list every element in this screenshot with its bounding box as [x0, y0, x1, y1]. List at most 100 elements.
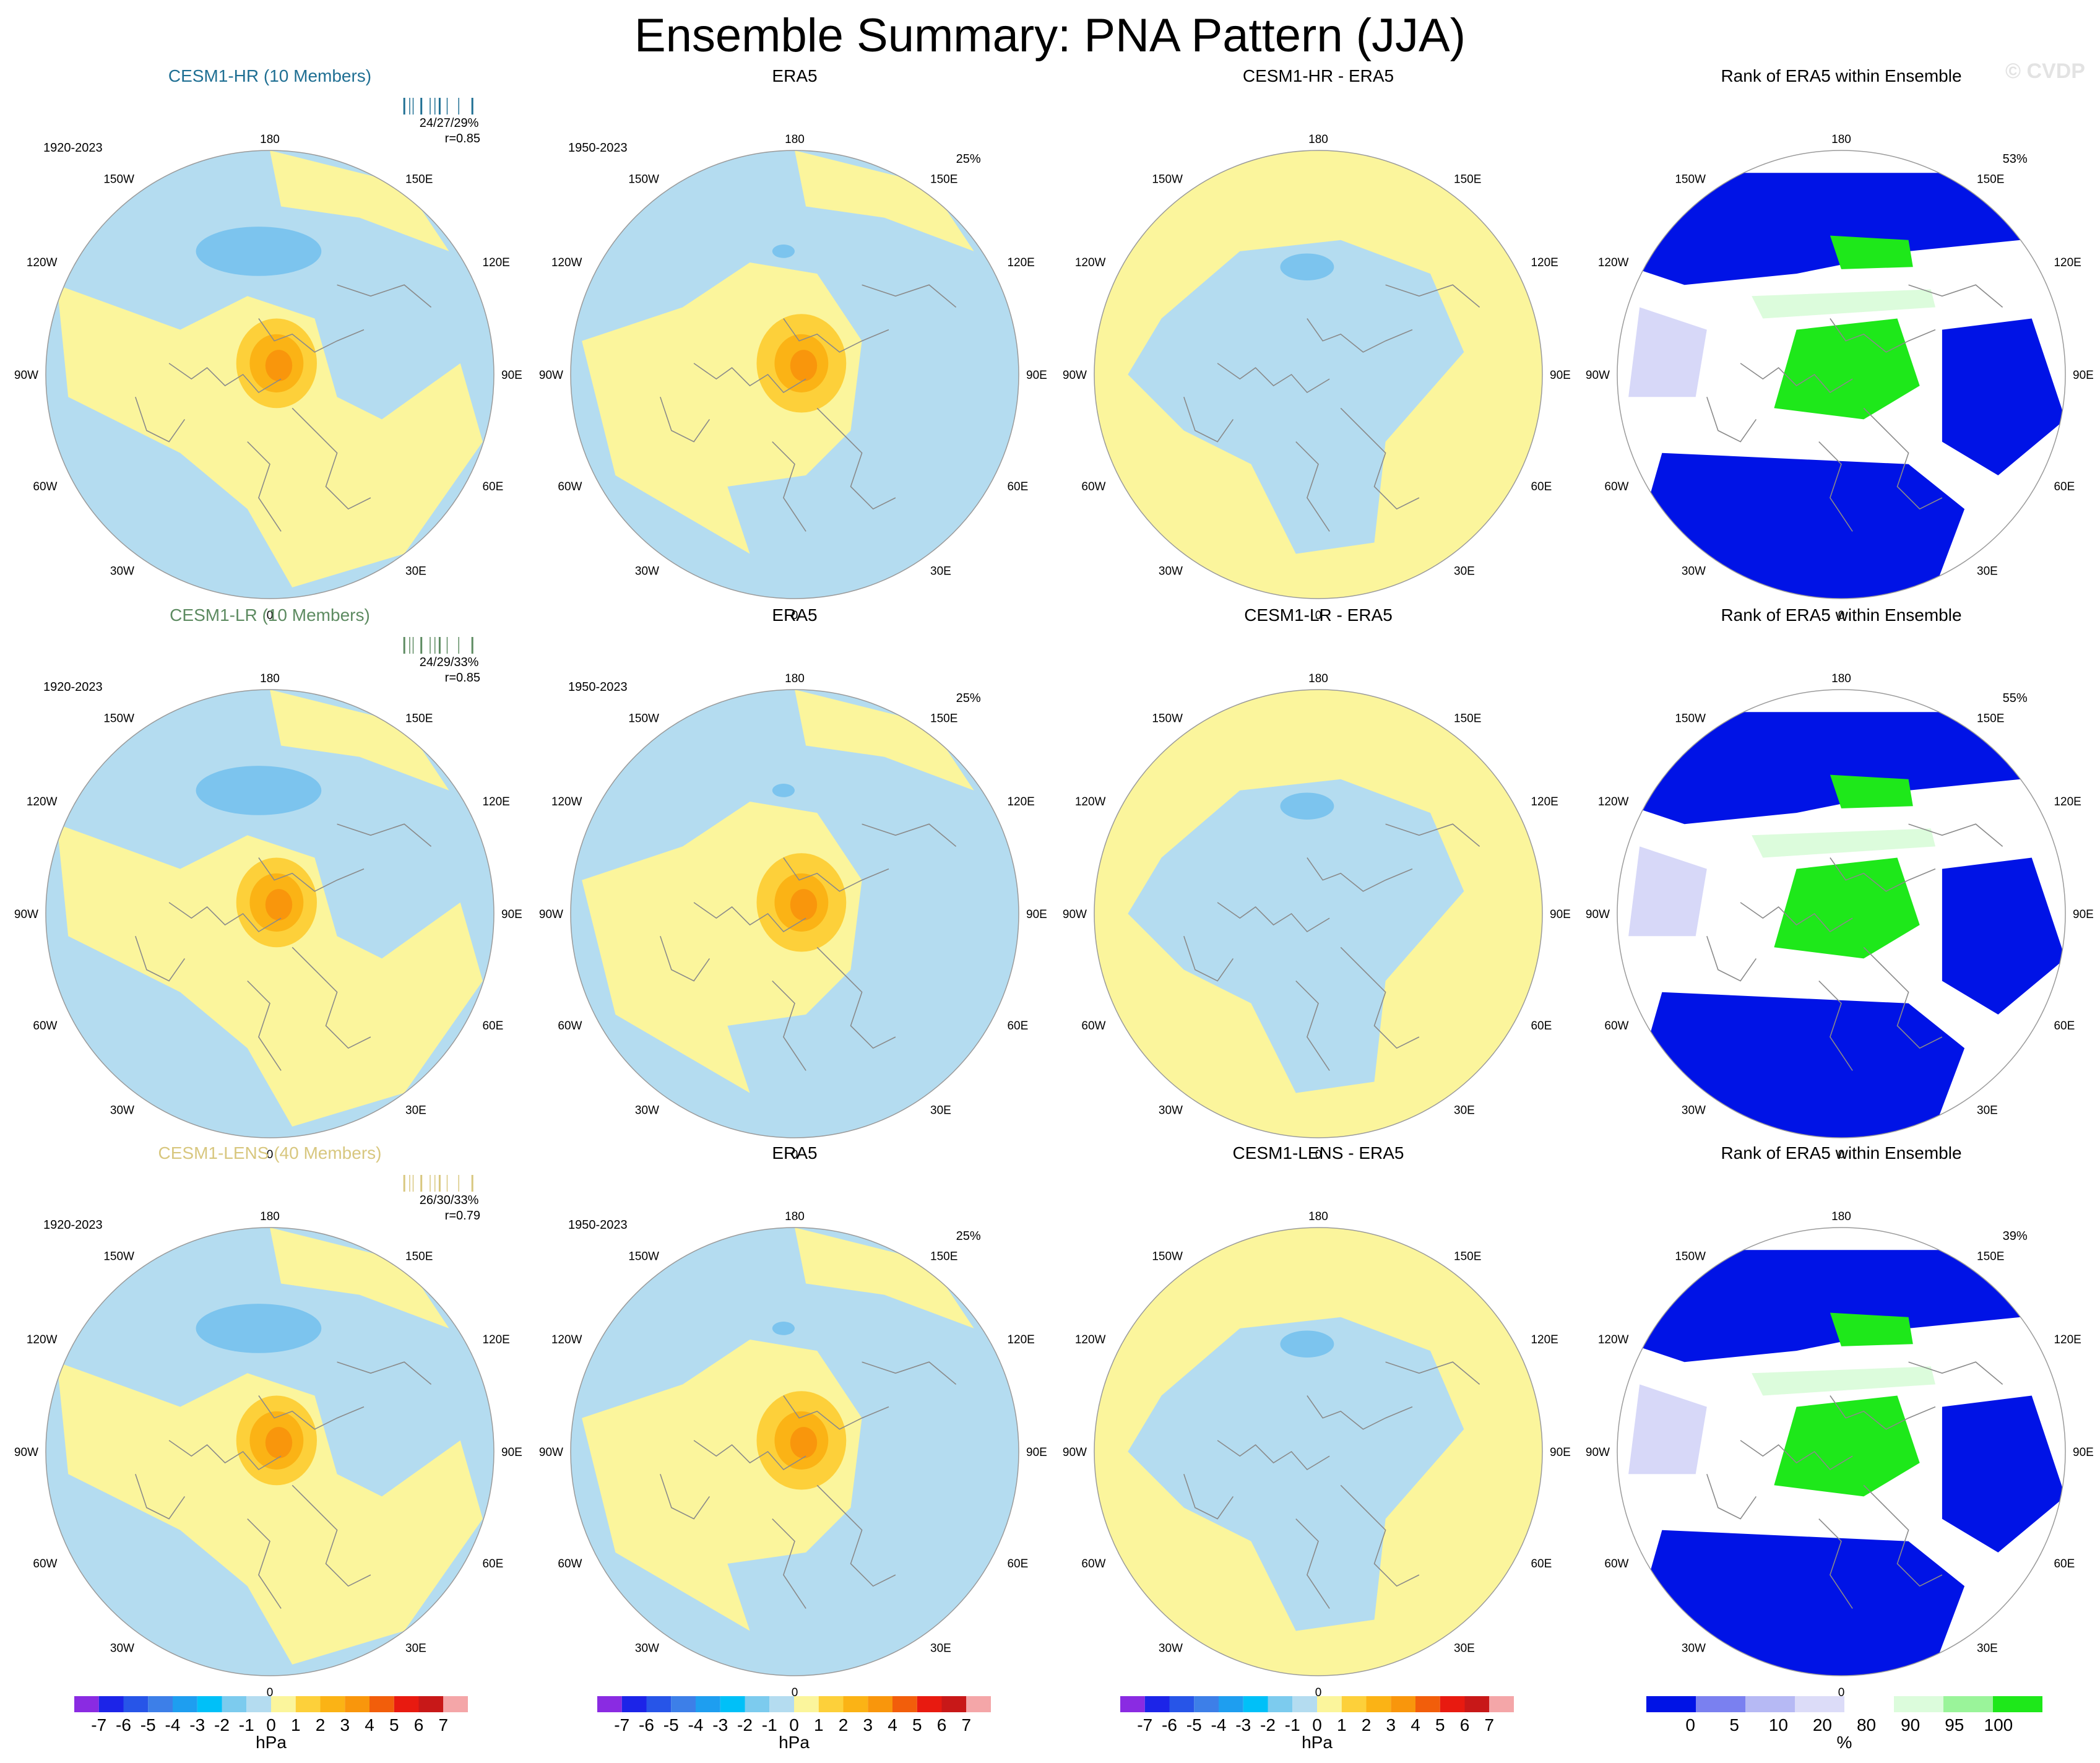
coastline [1908, 823, 2003, 847]
lon-label-lower-right: 30E [930, 1642, 951, 1655]
map-panel-rank-3: 180 0 150W 150E 120W 120E 90W 90E 60W 60E 30W 30E Ra… [1586, 1143, 2094, 1699]
lon-label-left: 90W [1063, 369, 1087, 382]
colorbar-swatch [345, 1696, 369, 1712]
colorbar-3: -7 -6 -5 -4 -3 -2 -1 0 1 2 3 4 5 6 7 hPa [1120, 1696, 1514, 1752]
negative-region [1128, 779, 1464, 1093]
coastline [247, 441, 282, 532]
lon-label-lower-left: 30W [635, 565, 659, 578]
coastline [1706, 396, 1757, 443]
colorbar-swatch [696, 1696, 720, 1712]
lon-label-right-upper: 120E [482, 256, 509, 269]
field-layer [1617, 150, 2065, 599]
lon-label-lower-right: 30E [405, 1104, 426, 1117]
colorbar-swatch [621, 1696, 647, 1712]
pct-stats: 26/30/33% [420, 1193, 479, 1207]
lon-label-lower-right: 30E [1454, 565, 1475, 578]
map-border [1094, 689, 1543, 1138]
coastline [1340, 1484, 1420, 1587]
rank-high-region [1830, 1312, 1913, 1346]
lon-label-left-upper: 120W [551, 256, 582, 269]
colorbar-tick-label: 4 [1411, 1715, 1420, 1735]
model-title: CESM1-LR (10 Members) [170, 605, 370, 625]
lon-label-left: 90W [539, 908, 563, 921]
coastline [1307, 857, 1413, 892]
rank-upper-region [1752, 828, 1935, 858]
diff-title: CESM1-LENS - ERA5 [1233, 1143, 1404, 1163]
lon-label-right-lower: 60E [2054, 480, 2075, 493]
lon-label-upper-right: 150E [930, 1250, 957, 1263]
colorbar-swatch [1317, 1696, 1342, 1712]
colorbar-swatch [1993, 1696, 2042, 1712]
lon-label-right: 90E [2073, 1446, 2094, 1459]
coastline [1706, 1473, 1757, 1520]
lon-label-top: 180 [260, 1210, 280, 1223]
coastline [1908, 284, 2003, 308]
coastline [1217, 363, 1330, 394]
lon-label-top: 180 [260, 672, 280, 685]
lon-label-left-upper: 120W [27, 256, 58, 269]
positive-region [795, 150, 974, 251]
coastline [693, 363, 806, 394]
coastline [660, 935, 711, 982]
lon-label-upper-left: 150W [1675, 1250, 1706, 1263]
coastline [1183, 935, 1234, 982]
years-label: 1920-2023 [43, 680, 103, 694]
colorbar-tick-label: 4 [888, 1715, 897, 1735]
colorbar-tick-label: -3 [1235, 1715, 1251, 1735]
lon-label-left-upper: 120W [27, 795, 58, 808]
map-panel-era-1: 180 0 150W 150E 120W 120E 90W 90E 60W 60E 30W 30E ER… [539, 66, 1047, 622]
colorbar-swatch [1844, 1696, 1894, 1712]
coastline [292, 1484, 371, 1587]
colorbar-swatch [271, 1696, 296, 1712]
lon-label-right: 90E [1026, 369, 1047, 382]
colorbar-swatch [769, 1696, 794, 1712]
coastline [693, 1440, 806, 1471]
lon-label-bottom: 0 [792, 1686, 798, 1699]
lon-label-top: 180 [785, 672, 805, 685]
diff-title: CESM1-LR - ERA5 [1244, 605, 1393, 625]
lon-label-left: 90W [1586, 1446, 1610, 1459]
correlation: r=0.85 [445, 132, 480, 145]
high-center-inner [790, 1427, 818, 1458]
colorbar-tick-label: 1 [1337, 1715, 1347, 1735]
lon-label-lower-right: 30E [1977, 1642, 1998, 1655]
colorbar-tick-label: 100 [1984, 1715, 2013, 1735]
lon-label-left: 90W [1586, 369, 1610, 382]
lon-label-right: 90E [501, 908, 522, 921]
colorbar-tick-label: -7 [614, 1715, 629, 1735]
low-center [196, 766, 322, 815]
map-panel-diff-1: 180 0 150W 150E 120W 120E 90W 90E 60W 60E 30W 30E CE… [1063, 66, 1571, 622]
coastline [660, 396, 711, 443]
lon-label-lower-left: 30W [1682, 1104, 1706, 1117]
lon-label-left-upper: 120W [1598, 1333, 1629, 1346]
field-layer [571, 150, 1019, 599]
map-panel-model-3: 180 0 150W 150E 120W 120E 90W 90E 60W 60E 30W 30E CE… [14, 1143, 522, 1699]
lon-label-bottom: 0 [267, 609, 274, 622]
coastline [862, 1361, 957, 1385]
lon-label-top: 180 [1831, 1210, 1851, 1223]
coastline [1830, 1395, 1936, 1430]
lon-label-left-lower: 60W [1604, 1557, 1628, 1570]
lon-label-right-lower: 60E [1007, 1557, 1028, 1570]
map-panel-rank-1: 180 0 150W 150E 120W 120E 90W 90E 60W 60E 30W 30E Ra… [1586, 66, 2094, 622]
years-label: 1950-2023 [568, 141, 628, 155]
lon-label-lower-left: 30W [1682, 565, 1706, 578]
colorbar-tick-label: 3 [340, 1715, 350, 1735]
era-title: ERA5 [772, 66, 817, 85]
colorbar-tick-label: 5 [1435, 1715, 1445, 1735]
lon-label-lower-right: 30E [405, 1642, 426, 1655]
colorbar-unit: % [1837, 1733, 1852, 1752]
coastline [1295, 981, 1330, 1071]
years-label: 1920-2023 [43, 141, 103, 155]
colorbar-tick-label: -5 [663, 1715, 679, 1735]
rank-pct: 55% [2003, 691, 2028, 705]
correlation: r=0.79 [445, 1209, 480, 1223]
model-title: CESM1-HR (10 Members) [168, 66, 371, 85]
colorbar-tick-label: 6 [414, 1715, 424, 1735]
lon-label-left-lower: 60W [558, 480, 582, 493]
lon-label-upper-right: 150E [405, 713, 433, 726]
colorbar-tick-label: -3 [189, 1715, 205, 1735]
lon-label-right: 90E [1550, 1446, 1571, 1459]
lon-label-upper-left: 150W [1152, 713, 1183, 726]
